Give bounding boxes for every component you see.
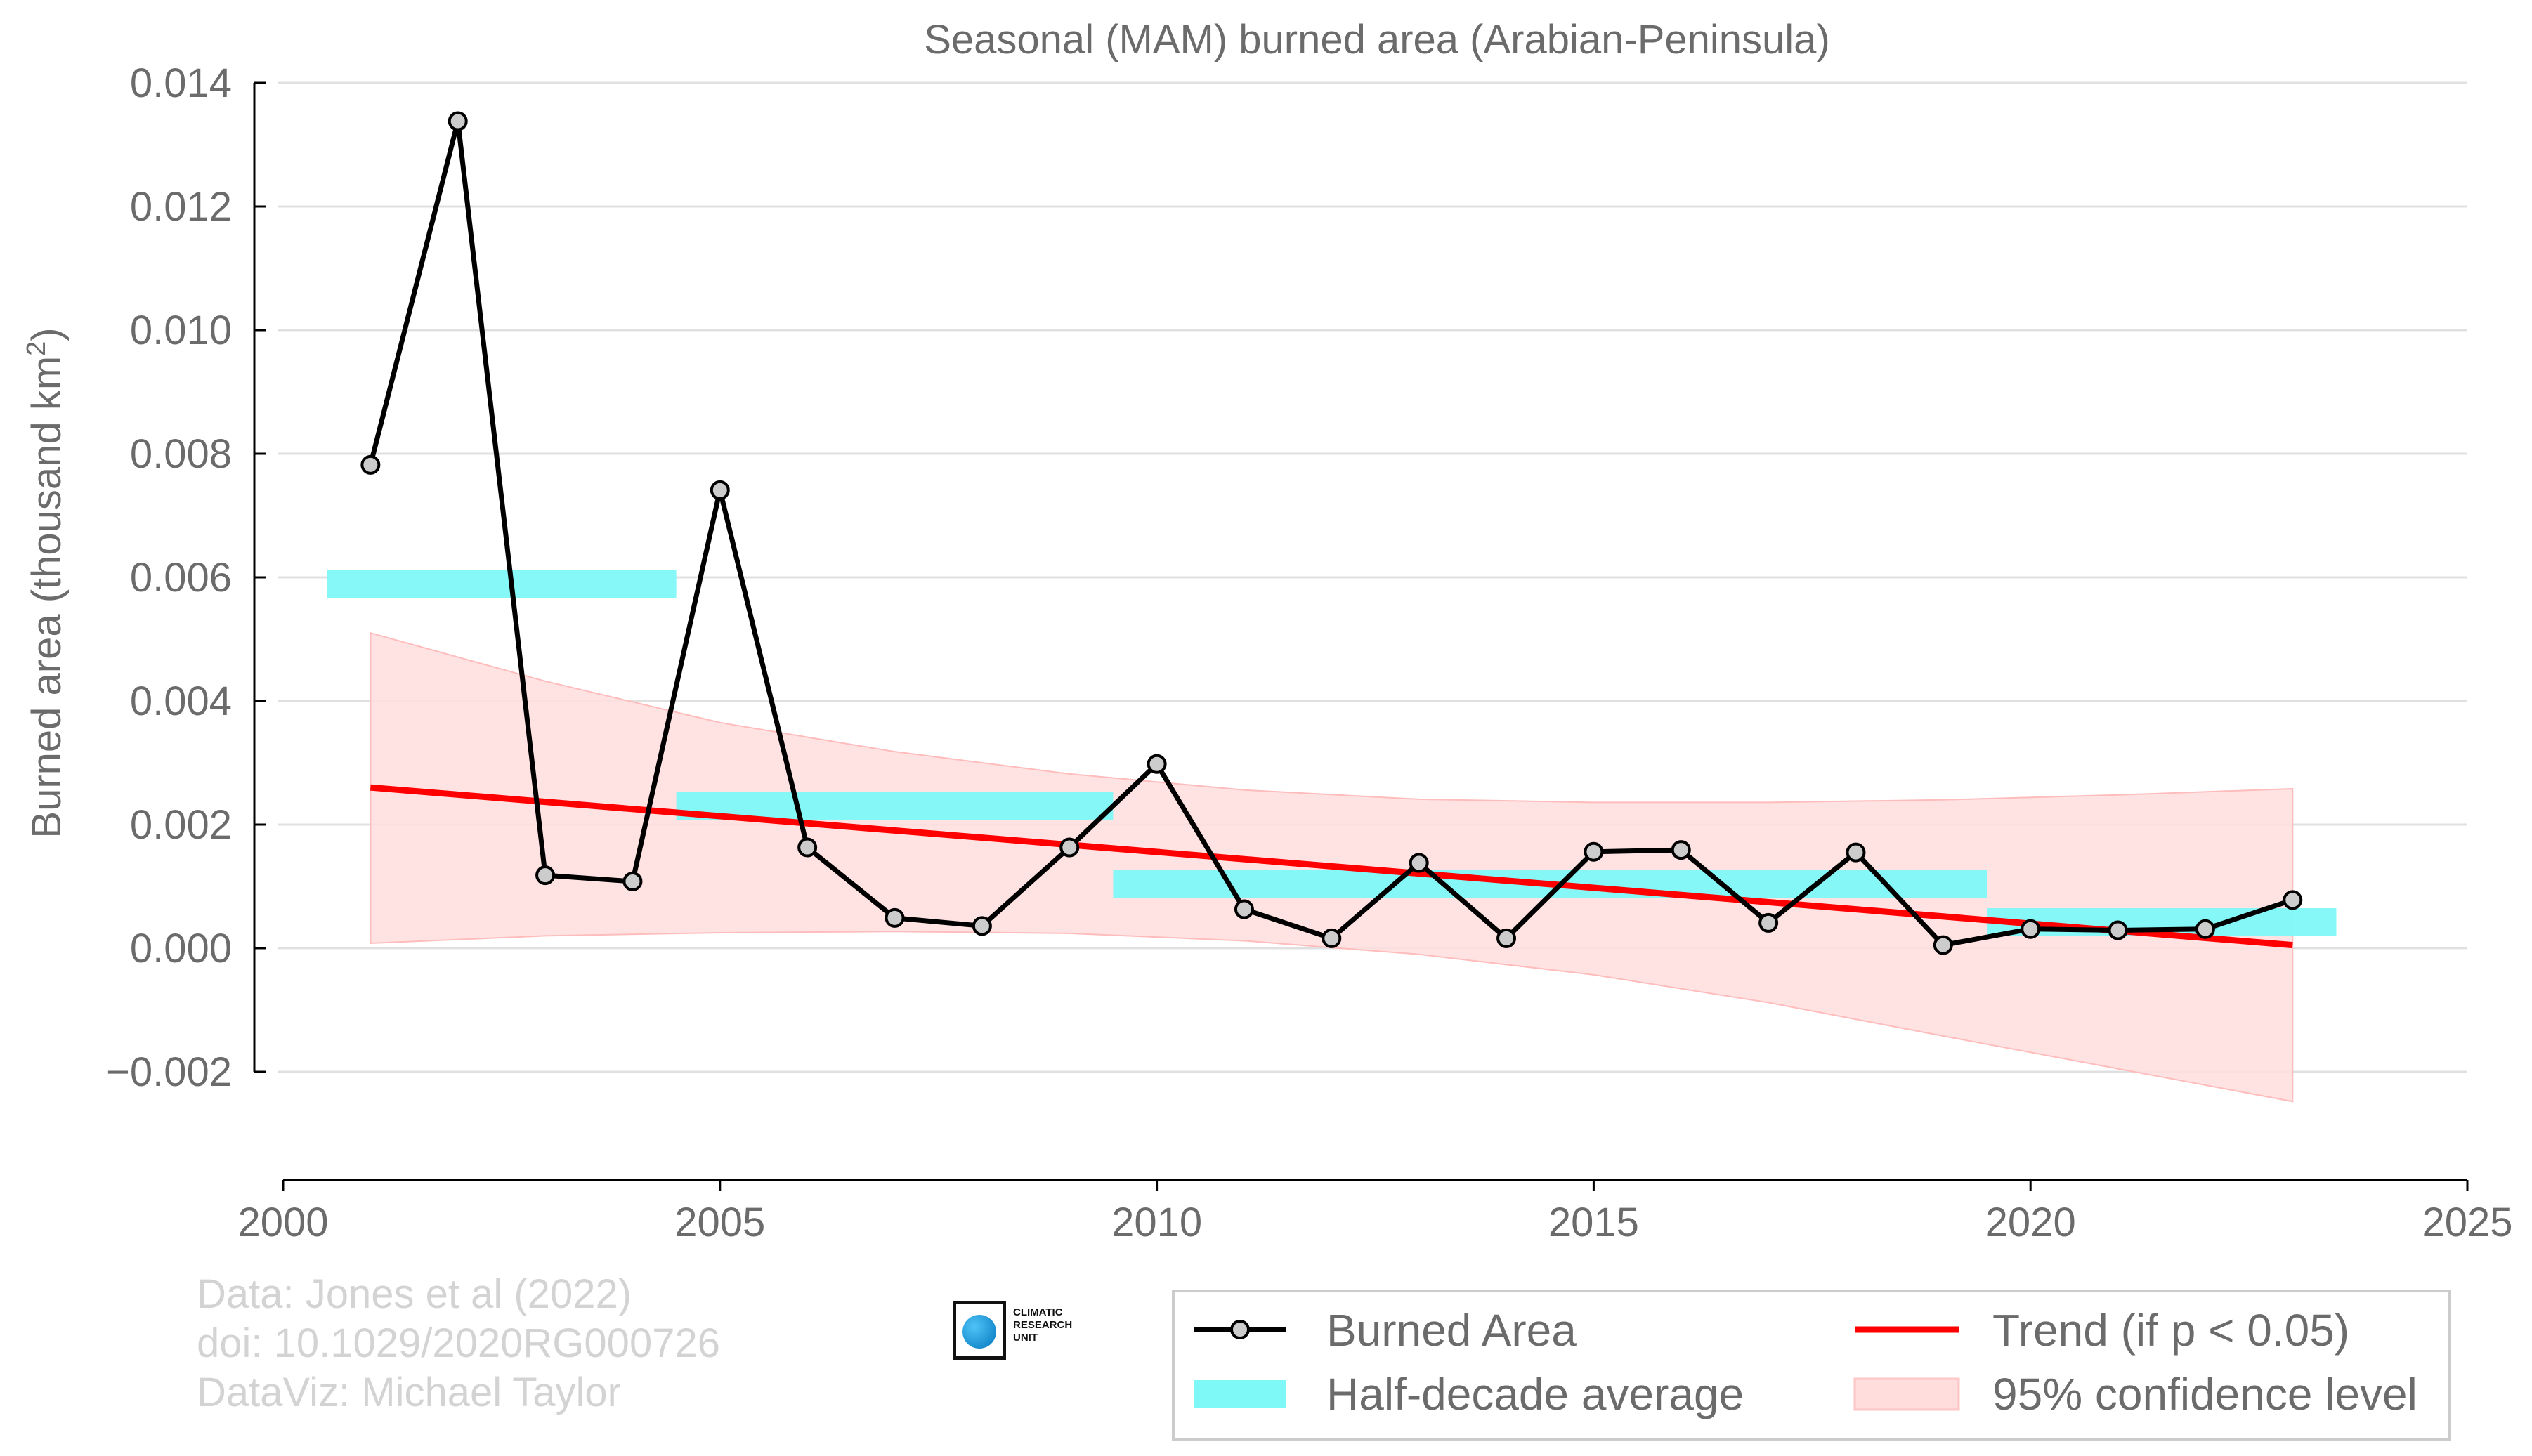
y-tick-label: 0.002	[130, 802, 232, 848]
burned-area-point	[1147, 754, 1167, 774]
burned-area-point	[885, 907, 905, 928]
y-tick-label: 0.008	[130, 431, 232, 477]
burned-area-point	[710, 480, 730, 500]
cru-logo-line2: RESEARCH	[1013, 1319, 1073, 1331]
y-axis-label: Burned area (thousand km2)	[22, 327, 70, 838]
legend-trend-label: Trend (if p < 0.05)	[1992, 1305, 2349, 1356]
burned-area-point	[1496, 928, 1517, 948]
cru-logo: CLIMATIC RESEARCH UNIT	[953, 1301, 1107, 1364]
legend-half-decade-swatch	[1194, 1380, 1286, 1408]
y-axis-label-main: Burned area (thousand km	[24, 356, 70, 839]
y-tick-label: 0.004	[130, 678, 232, 724]
x-tick-label: 2000	[237, 1200, 328, 1245]
burned-area-point	[1059, 837, 1080, 858]
burned-area-point	[1409, 853, 1429, 873]
burned-area-point	[1846, 842, 1866, 863]
burned-area-point	[1758, 912, 1779, 933]
legend-box	[1172, 1290, 2451, 1441]
y-tick-label: 0.000	[130, 926, 232, 971]
burned-area-point	[797, 837, 818, 858]
legend-confidence-label: 95% confidence level	[1992, 1369, 2417, 1419]
cru-logo-line3: UNIT	[1013, 1332, 1038, 1344]
burned-area-point	[2021, 919, 2041, 939]
cru-logo-frame	[953, 1301, 1006, 1360]
y-axis-label-superscript: 2	[22, 341, 51, 356]
cru-logo-line1: CLIMATIC	[1013, 1306, 1063, 1318]
half-decade-average-bar	[327, 570, 677, 598]
burned-area-point	[622, 871, 643, 891]
trend-line-layer	[370, 784, 2293, 949]
burned-area-point	[2108, 920, 2128, 940]
x-tick-label: 2015	[1548, 1200, 1639, 1245]
x-tick-label: 2025	[2422, 1200, 2512, 1245]
y-tick-label: 0.012	[130, 184, 232, 230]
legend-confidence-swatch	[1853, 1377, 1960, 1411]
burned-area-point	[1584, 841, 1604, 862]
credit-doi: doi: 10.1029/2020RG000726	[197, 1320, 720, 1366]
y-tick-label: 0.014	[130, 60, 232, 106]
burned-area-point	[1322, 928, 1342, 948]
burned-area-series-layer	[360, 111, 2303, 955]
legend-half-decade-label: Half-decade average	[1326, 1369, 1744, 1419]
y-tick-label: 0.006	[130, 555, 232, 601]
y-tick-label: 0.010	[130, 308, 232, 353]
x-tick-label: 2020	[1985, 1200, 2076, 1245]
x-tick-label: 2005	[674, 1200, 765, 1245]
cru-logo-text: CLIMATIC RESEARCH UNIT	[1013, 1306, 1072, 1344]
chart-title: Seasonal (MAM) burned area (Arabian-Peni…	[924, 17, 1830, 63]
burned-area-point	[2283, 890, 2303, 910]
credit-dataviz: DataViz: Michael Taylor	[197, 1370, 621, 1415]
burned-area-point	[448, 111, 468, 131]
y-axis-label-close: )	[24, 327, 70, 341]
burned-area-point	[2195, 919, 2215, 939]
legend-burned-area-marker	[1230, 1320, 1250, 1339]
burned-area-point	[360, 454, 381, 475]
x-tick-label: 2010	[1111, 1200, 1202, 1245]
legend-burned-area-label: Burned Area	[1326, 1305, 1577, 1356]
axes: −0.002 0.000 0.002 0.004 0.006 0.008 0.010 0.01…	[106, 60, 2513, 1245]
burned-area-point	[535, 865, 556, 886]
burned-area-point	[1234, 899, 1254, 919]
burned-area-point	[1933, 935, 1953, 955]
legend: Burned Area Half-decade average Trend (i…	[1172, 1290, 2451, 1441]
credit-data-source: Data: Jones et al (2022)	[197, 1271, 632, 1317]
trend-line	[370, 784, 2293, 949]
burned-area-point	[1671, 840, 1691, 860]
burned-area-point	[972, 916, 992, 936]
y-tick-label: −0.002	[106, 1049, 232, 1095]
globe-icon	[962, 1315, 996, 1349]
